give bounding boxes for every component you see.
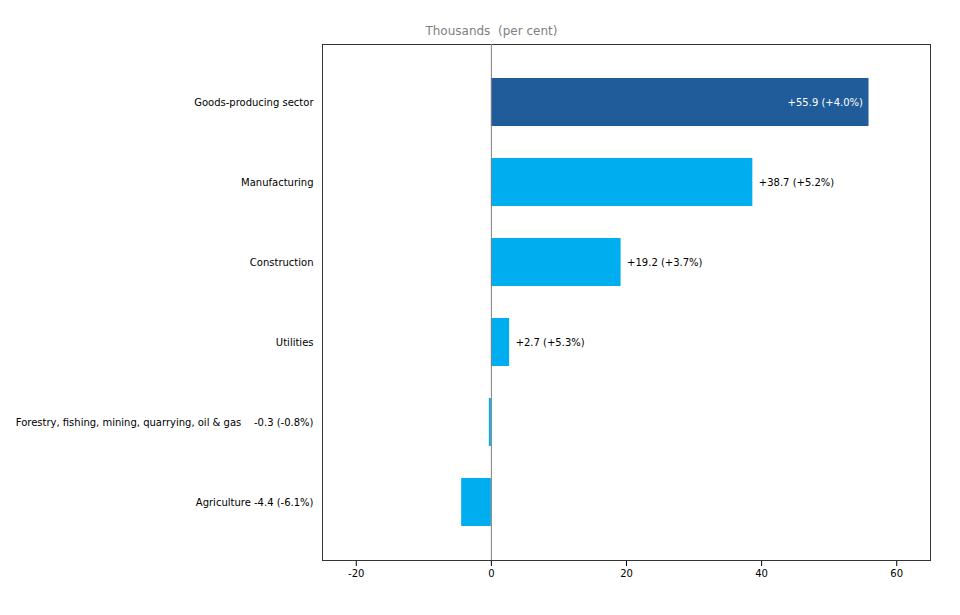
svg-text:+2.7 (+5.3%): +2.7 (+5.3%)	[516, 337, 585, 348]
svg-text:+19.2 (+3.7%): +19.2 (+3.7%)	[627, 257, 703, 268]
svg-text:-20: -20	[348, 568, 364, 579]
svg-text:20: 20	[620, 568, 633, 579]
svg-text:Construction: Construction	[250, 257, 314, 268]
svg-text:Thousands (per cent): Thousands (per cent)	[424, 24, 557, 38]
svg-text:+55.9 (+4.0%): +55.9 (+4.0%)	[788, 97, 864, 108]
svg-text:+38.7 (+5.2%): +38.7 (+5.2%)	[759, 177, 835, 188]
svg-text:Agriculture -4.4 (-6.1%): Agriculture -4.4 (-6.1%)	[196, 497, 314, 508]
svg-text:Forestry, fishing, mining, qua: Forestry, fishing, mining, quarrying, oi…	[16, 417, 314, 428]
svg-text:0: 0	[488, 568, 494, 579]
svg-text:60: 60	[890, 568, 903, 579]
svg-text:40: 40	[755, 568, 768, 579]
svg-text:Manufacturing: Manufacturing	[241, 177, 313, 188]
svg-text:Goods-producing sector: Goods-producing sector	[194, 97, 314, 108]
svg-text:Utilities: Utilities	[276, 337, 314, 348]
